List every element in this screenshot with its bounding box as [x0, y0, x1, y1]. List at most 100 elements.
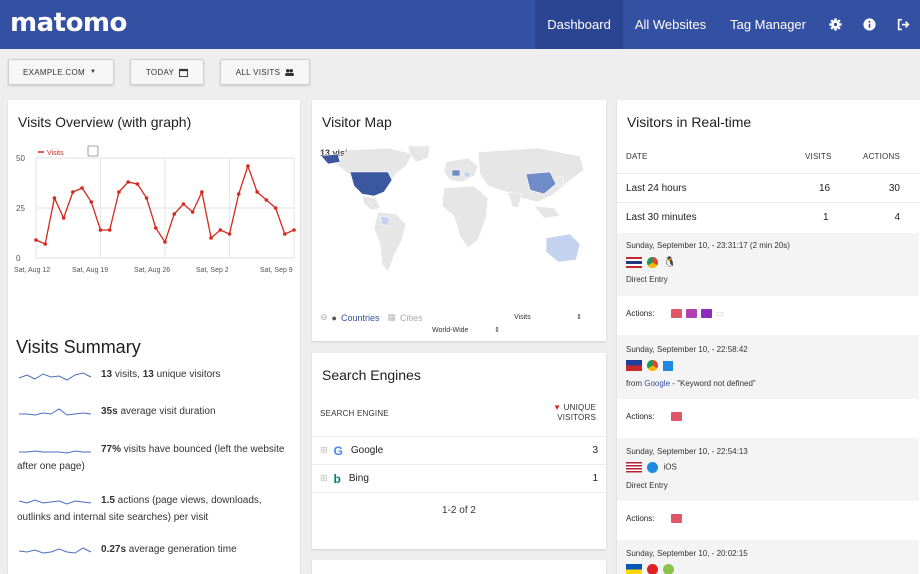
sparkline[interactable] [17, 543, 95, 559]
data-point [264, 198, 269, 202]
segment-selector[interactable]: ALL VISITS [220, 59, 310, 85]
x-tick-label: Sat, Sep 9 [260, 267, 293, 274]
toolbar: EXAMPLE.COM ▼ TODAY ALL VISITS [8, 59, 310, 85]
data-point [52, 196, 57, 200]
gear-icon[interactable] [818, 0, 852, 49]
sparkline-path [18, 547, 92, 554]
logout-icon[interactable] [886, 0, 920, 49]
android-icon [663, 564, 675, 574]
row-visits: 1 [823, 212, 829, 223]
data-point [98, 228, 103, 232]
visit-time: Sunday, September 10, - 22:58:42 [626, 345, 748, 354]
data-point [200, 190, 204, 194]
table-row: Last 24 hours 16 30 [617, 173, 920, 202]
x-tick-label: Sat, Aug 26 [134, 267, 170, 274]
site-selector[interactable]: EXAMPLE.COM ▼ [8, 59, 114, 85]
data-point [144, 196, 149, 200]
sparkline-path [18, 499, 92, 505]
data-point [135, 182, 140, 186]
summary-row: 13 visits, 13 unique visitors [17, 366, 287, 383]
table-row[interactable]: ⊞ G Google 3 [312, 436, 606, 464]
map-metric-select[interactable]: Visits ⇕ [512, 310, 584, 324]
map-view-tabs: ⊖ ● Countries ▦ Cities [320, 312, 423, 323]
chrome-icon [647, 360, 659, 371]
summary-text: average visit duration [117, 406, 216, 417]
visitor-icons: 🐧 [626, 257, 676, 269]
data-point [190, 210, 195, 214]
folder-icon[interactable] [671, 514, 686, 524]
top-bar: matomo Dashboard All Websites Tag Manage… [0, 0, 920, 49]
summary-row: 35s average visit duration [17, 403, 287, 420]
flag-icon [626, 360, 642, 371]
matomo-logo[interactable]: matomo [10, 8, 127, 38]
sort-desc-icon: ▼ [553, 403, 562, 412]
visitor-map-title: Visitor Map [322, 114, 392, 130]
summary-row: 77% visits have bounced (left the websit… [17, 441, 287, 475]
expand-icon[interactable]: ⊞ [320, 473, 328, 483]
col-unique-visitors[interactable]: ▼ UNIQUE VISITORS [536, 403, 596, 423]
data-point [126, 180, 130, 184]
nav-all-websites[interactable]: All Websites [634, 17, 707, 32]
sparkline[interactable] [17, 443, 95, 459]
search-engines-widget: Search Engines SEARCH ENGINE ▼ UNIQUE VI… [312, 353, 606, 549]
table-row[interactable]: ⊞ b Bing 1 [312, 464, 606, 492]
y-tick-label: 0 [16, 254, 21, 263]
col-visits: VISITS [805, 152, 832, 161]
date-selector[interactable]: TODAY [130, 59, 204, 85]
tab-countries[interactable]: Countries [340, 312, 380, 323]
x-tick-label: Sat, Aug 19 [72, 267, 108, 274]
summary-value: 77% [101, 444, 122, 455]
folder-icons[interactable]: ▭ [671, 309, 724, 319]
col-search-engine[interactable]: SEARCH ENGINE [320, 409, 389, 418]
sparkline[interactable] [17, 405, 95, 421]
data-point [153, 226, 158, 230]
data-point [181, 202, 186, 206]
expand-icon[interactable]: ⊞ [320, 445, 328, 455]
legend-label: Visits [47, 150, 64, 157]
sparkline-path [19, 450, 91, 454]
sparkline[interactable] [17, 494, 95, 510]
source-link[interactable]: Google [644, 379, 671, 388]
summary-text: average generation time [126, 544, 237, 555]
segment-icon [285, 68, 295, 76]
linux-icon: 🐧 [663, 257, 676, 268]
row-actions: 30 [888, 183, 900, 194]
data-point [236, 192, 241, 196]
realtime-title: Visitors in Real-time [627, 114, 752, 130]
visits-summary-title: Visits Summary [16, 337, 141, 357]
sparkline[interactable] [17, 368, 95, 384]
table-row: Last 30 minutes 1 4 [617, 202, 920, 231]
segment-selector-label: ALL VISITS [235, 67, 281, 77]
map-metric-value: Visits [514, 313, 531, 321]
engine-name: Bing [348, 473, 369, 484]
visitor-entry[interactable]: Sunday, September 10, - 22:54:13 iOS Dir… [617, 438, 919, 501]
summary-value: 35s [101, 406, 118, 417]
world-map[interactable] [318, 144, 596, 294]
site-selector-label: EXAMPLE.COM [23, 67, 85, 77]
data-point [292, 228, 296, 232]
visitor-entry[interactable]: Sunday, September 10, - 23:31:17 (2 min … [617, 233, 919, 296]
map-visits-label: 13 visits [320, 148, 356, 158]
data-point [34, 238, 38, 242]
search-engines-title: Search Engines [322, 367, 421, 383]
info-icon[interactable] [852, 0, 886, 49]
visit-time: Sunday, September 10, - 22:54:13 [626, 447, 748, 456]
flag-icon [626, 564, 642, 574]
visitor-entry[interactable]: Sunday, September 10, - 22:58:42 from Go… [617, 335, 919, 399]
summary-value: 0.27s [101, 544, 127, 555]
nav-dashboard[interactable]: Dashboard [535, 0, 623, 49]
data-point [172, 212, 177, 216]
tab-cities[interactable]: Cities [400, 312, 423, 323]
data-point [89, 200, 94, 204]
folder-icon[interactable] [671, 412, 686, 422]
map-region-value: World-Wide [432, 326, 469, 334]
summary-row: 0.27s average generation time [17, 541, 287, 558]
visitor-entry[interactable]: Sunday, September 10, - 20:02:15 [617, 540, 919, 574]
nav-tag-manager[interactable]: Tag Manager [730, 17, 806, 32]
summary-value: 13 [101, 369, 113, 380]
os-label: iOS [663, 462, 677, 472]
zoom-out-icon[interactable]: ⊖ [320, 312, 328, 322]
visit-source: Direct Entry [626, 481, 668, 490]
pagination: 1-2 of 2 [312, 492, 606, 528]
map-region-select[interactable]: World-Wide ⇕ [430, 324, 502, 336]
